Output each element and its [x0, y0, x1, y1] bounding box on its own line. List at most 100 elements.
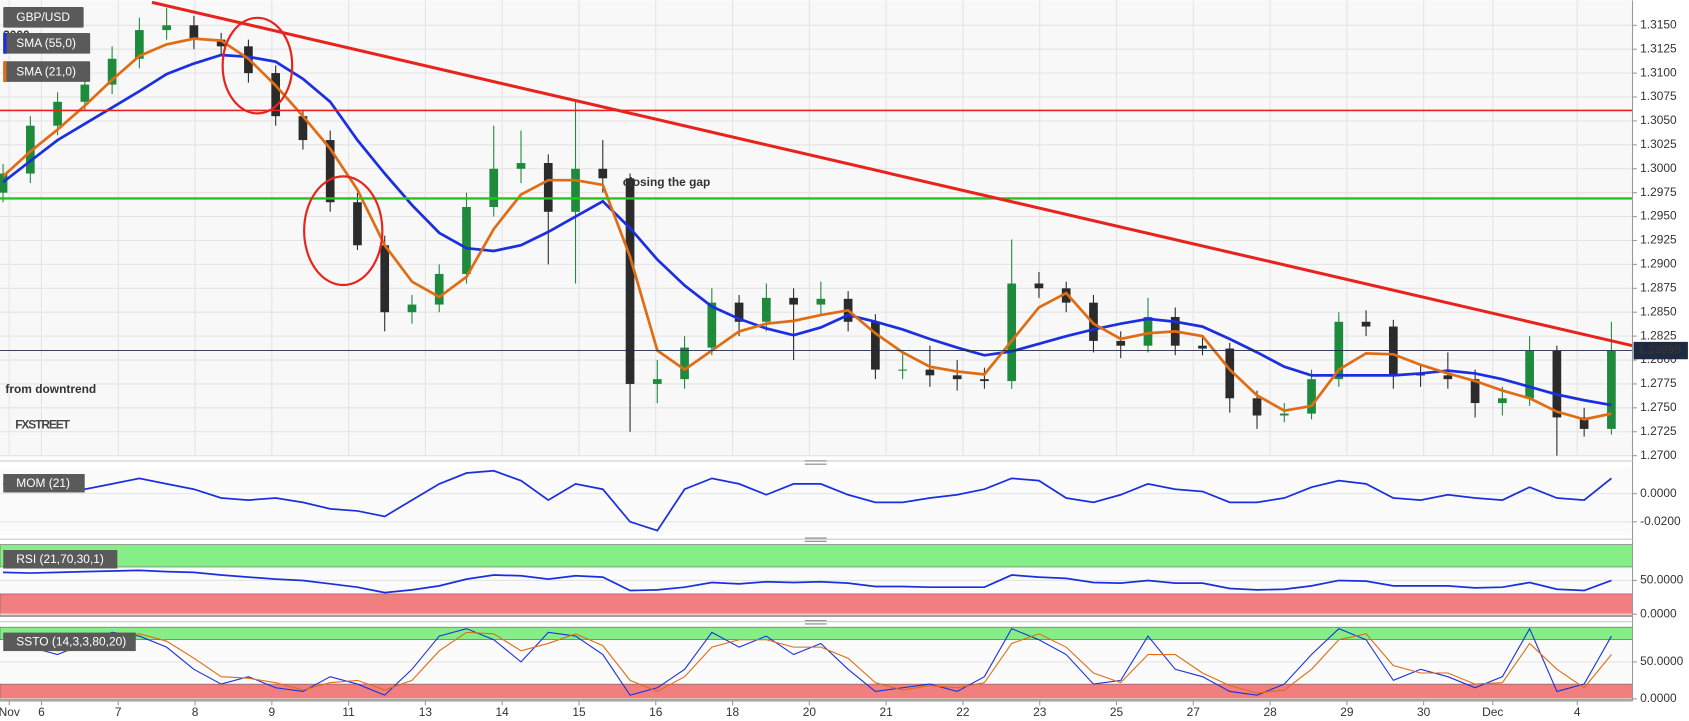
candle-body	[489, 168, 499, 208]
candle-body	[625, 178, 635, 384]
x-tick-label: 20	[803, 705, 817, 719]
x-tick-label: Dec	[1482, 705, 1503, 719]
candle-body	[462, 207, 471, 274]
candle-body	[871, 321, 880, 370]
candle-body	[216, 39, 226, 47]
x-tick-label: 28	[1263, 705, 1277, 719]
y-tick-label: 1.2700	[1640, 448, 1677, 462]
y-tick-label: 1.3075	[1640, 89, 1677, 103]
legend-box	[3, 6, 84, 28]
annotation: from downtrend	[5, 382, 96, 396]
y-tick-label: 1.2825	[1640, 328, 1677, 342]
x-tick-label: 22	[956, 705, 970, 719]
y-tick-label: 1.3150	[1640, 17, 1677, 31]
candle-body	[434, 273, 444, 305]
candle-body	[898, 369, 907, 371]
candle-body	[135, 30, 144, 59]
legend-swatch	[3, 33, 7, 54]
candle-body	[1252, 398, 1262, 416]
candle-body	[925, 369, 935, 376]
candle-body	[1552, 350, 1562, 418]
candle-body	[652, 379, 662, 384]
candle-body	[298, 116, 308, 141]
candle-body	[571, 168, 580, 212]
x-tick-label: 7	[115, 705, 122, 719]
candle-body	[1361, 321, 1371, 327]
y-tick-label: 1.2925	[1640, 233, 1677, 247]
candle-body	[1007, 283, 1017, 382]
x-tick-label: 27	[1187, 705, 1201, 719]
candle-body	[80, 84, 90, 102]
x-tick-label: 21	[879, 705, 893, 719]
y-tick-label: 1.2750	[1640, 400, 1677, 414]
y-tick-label: 1.2725	[1640, 424, 1677, 438]
candle-body	[789, 297, 798, 305]
candle-body	[598, 168, 608, 179]
candle-body	[1143, 316, 1153, 346]
candle-body	[189, 25, 199, 40]
oversold-band	[0, 683, 1633, 701]
indicator-line	[3, 631, 1612, 694]
y-tick-label: 1.3050	[1640, 113, 1677, 127]
y-tick-label: 1.2850	[1640, 304, 1677, 318]
y-tick-label: 1.2875	[1640, 280, 1677, 294]
candle-body	[543, 163, 553, 212]
indicator-line	[2, 53, 1612, 407]
indicator-title: MOM (21)	[16, 476, 70, 490]
indicator-title-box	[3, 474, 85, 493]
legend-swatch	[3, 61, 7, 82]
candle-body	[707, 302, 717, 348]
candle-body	[162, 25, 171, 31]
y-tick-label: 1.3000	[1640, 161, 1677, 175]
candle-body	[407, 304, 417, 313]
legend-label: SMA (21,0)	[16, 64, 76, 78]
x-tick-label: 25	[1110, 705, 1124, 719]
y-tick-label: 0.0000	[1640, 691, 1677, 705]
candle-body	[734, 302, 744, 322]
overbought-band	[0, 626, 1633, 641]
x-tick-label: Nov	[0, 705, 20, 719]
x-tick-label: 13	[419, 705, 433, 719]
y-tick-label: 50.0000	[1640, 654, 1684, 668]
y-tick-label: 1.3125	[1640, 41, 1677, 55]
legend-label: GBP/USD	[16, 10, 70, 24]
candle-body	[1225, 348, 1235, 399]
candle-body	[1470, 379, 1480, 404]
mom-panel	[0, 467, 1633, 535]
highlight-circle	[221, 16, 294, 115]
y-tick-label: -0.0200	[1640, 514, 1681, 528]
y-tick-label: 0.0000	[1640, 606, 1677, 620]
x-tick-label: 11	[342, 705, 355, 719]
candle-body	[1579, 417, 1589, 429]
indicator-line	[2, 37, 1612, 421]
y-tick-label: 1.3025	[1640, 137, 1677, 151]
oversold-band	[0, 593, 1633, 617]
x-tick-label: 29	[1340, 705, 1354, 719]
candle-body	[1307, 379, 1316, 414]
candle-body	[1061, 288, 1071, 303]
candle-body	[0, 173, 8, 193]
candle-body	[1443, 375, 1453, 380]
indicator-title: SSTO (14,3,3,80,20)	[16, 635, 126, 649]
y-tick-label: 1.3100	[1640, 65, 1677, 79]
candle-body	[980, 379, 989, 382]
y-tick-label: 0.0000	[1640, 486, 1677, 500]
last-price-box	[1633, 341, 1688, 360]
trend-line	[151, 0, 1633, 348]
candle-body	[762, 297, 771, 322]
panel-dividers	[0, 460, 1633, 625]
candle-body	[353, 202, 362, 246]
candle-body	[1198, 345, 1207, 349]
legend-box	[3, 33, 91, 54]
candle-body	[1525, 350, 1534, 399]
x-tick-label: 4	[1574, 705, 1581, 719]
candle-body	[1416, 374, 1425, 376]
indicator-title-box	[3, 632, 136, 652]
indicator-line	[3, 569, 1612, 594]
indicator-line	[2, 469, 1612, 532]
candle-body	[271, 73, 281, 117]
x-tick-label: 14	[496, 705, 510, 719]
watermark: FXSTREET	[15, 417, 70, 431]
